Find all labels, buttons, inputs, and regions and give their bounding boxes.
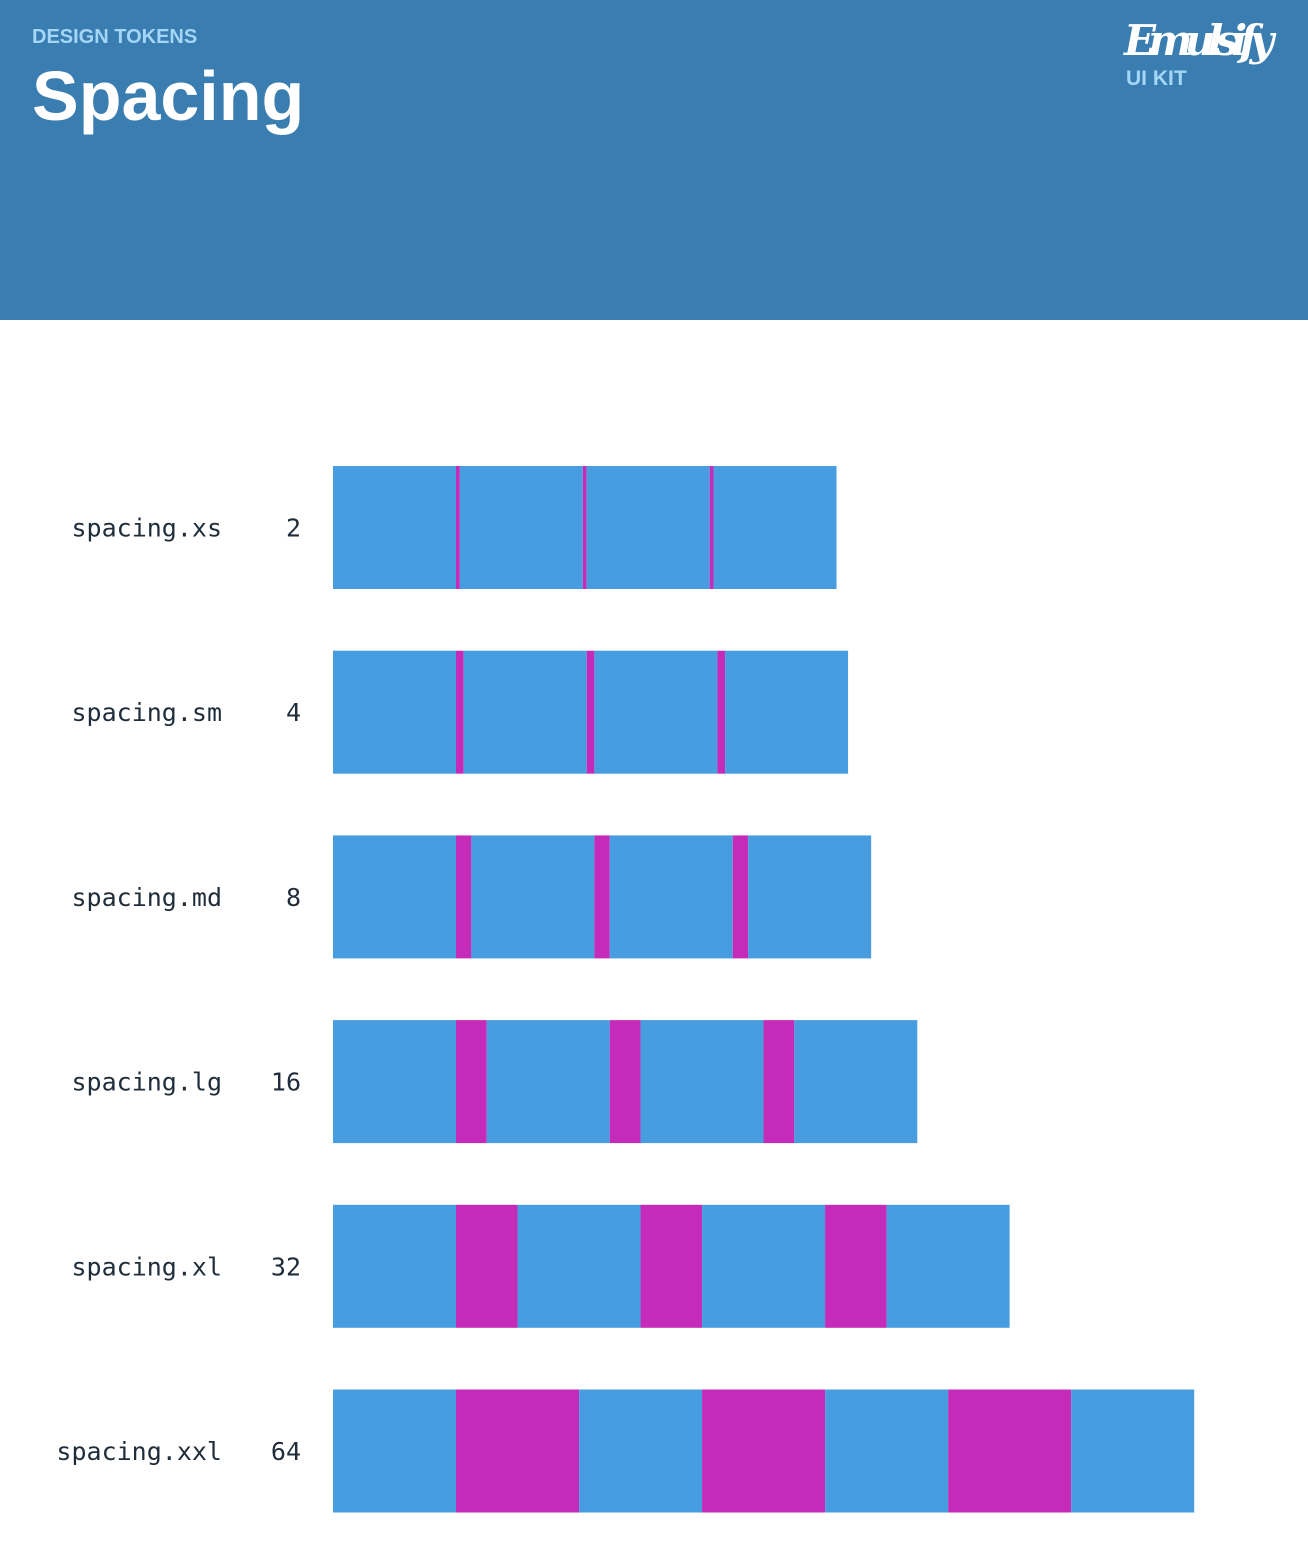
block: [463, 650, 587, 774]
gap: [456, 1389, 580, 1513]
token-name: spacing.lg: [71, 1068, 222, 1097]
block: [825, 1389, 949, 1513]
token-value: 8: [286, 883, 301, 912]
block: [586, 466, 710, 589]
block: [471, 835, 595, 959]
gap: [582, 466, 587, 589]
token-name: spacing.xl: [71, 1252, 222, 1281]
block: [333, 1020, 456, 1144]
gap: [456, 466, 460, 589]
block: [640, 1020, 764, 1144]
block: [459, 466, 583, 589]
block: [333, 1389, 456, 1513]
gap: [586, 650, 595, 774]
gap: [609, 1020, 641, 1144]
block: [886, 1204, 1010, 1328]
gap: [456, 1020, 487, 1144]
token-value: 4: [286, 698, 301, 727]
token-name: spacing.md: [71, 883, 222, 912]
block: [517, 1204, 641, 1328]
header-bg: [0, 0, 1308, 320]
block: [702, 1204, 826, 1328]
gap: [456, 1204, 518, 1328]
gap: [640, 1204, 703, 1328]
block: [609, 835, 733, 959]
gap: [717, 650, 726, 774]
page-title: Spacing: [32, 57, 304, 135]
gap: [825, 1204, 887, 1328]
block: [794, 1020, 918, 1144]
gap: [709, 466, 714, 589]
logo: Emulsify: [1123, 16, 1277, 65]
block: [486, 1020, 610, 1144]
gap: [948, 1389, 1072, 1513]
token-value: 64: [271, 1437, 301, 1466]
gap: [763, 1020, 795, 1144]
block: [579, 1389, 703, 1513]
token-name: spacing.xs: [71, 514, 222, 543]
block: [1071, 1389, 1195, 1513]
token-name: spacing.sm: [71, 698, 222, 727]
block: [333, 466, 456, 589]
block: [333, 1204, 456, 1328]
block: [713, 466, 837, 589]
gap: [732, 835, 749, 959]
gap: [456, 835, 472, 959]
block: [333, 650, 456, 774]
token-list: spacing.xs 2 spacing.sm 4 spacing.md 8 spacing…: [56, 466, 1195, 1513]
gap: [456, 650, 464, 774]
block: [594, 650, 718, 774]
block: [725, 650, 849, 774]
block: [333, 835, 456, 959]
eyebrow: DESIGN TOKENS: [32, 26, 197, 48]
gap: [594, 835, 610, 959]
block: [748, 835, 872, 959]
token-value: 16: [271, 1068, 301, 1097]
token-value: 32: [271, 1252, 301, 1281]
token-value: 2: [286, 514, 301, 543]
token-name: spacing.xxl: [56, 1437, 222, 1466]
logo-subtitle: UI KIT: [1126, 67, 1187, 90]
gap: [702, 1389, 826, 1513]
